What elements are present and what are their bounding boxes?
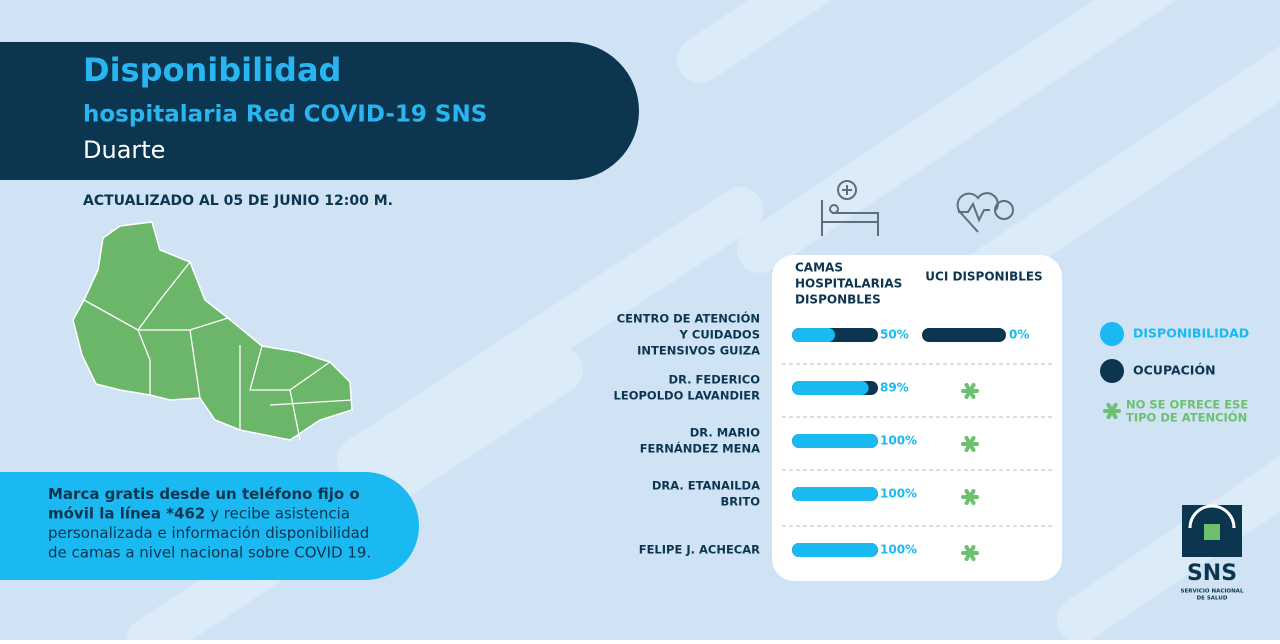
info-line: móvil la línea *462 y recibe asistencia [48,504,350,522]
bar-label: 89% [880,381,909,395]
bar [792,381,869,395]
hospital-name: Y CUIDADOS [679,328,760,342]
header-band [0,42,639,180]
hospital-name: CENTRO DE ATENCIÓN [617,311,760,326]
bar-track [922,328,1006,342]
logo: SNS SERVICIO NACIONAL DE SALUD [1181,504,1244,602]
bar [792,487,878,501]
not-offered-icon [964,544,976,562]
bar-label: 100% [880,487,917,501]
title: Disponibilidad [83,51,341,89]
info-segment: móvil la línea *462 [48,504,205,522]
not-offered-icon [964,435,976,453]
column-header: CAMAS [795,261,843,275]
bed-icon [821,180,879,236]
hospital-name: FELIPE J. ACHECAR [639,543,760,557]
hospital-name: DR. MARIO [690,426,760,440]
hospital-name: DRA. ETANAILDA [652,479,760,493]
column-header: HOSPITALARIAS [795,277,902,291]
not-offered-icon [1106,402,1118,420]
info-line: Marca gratis desde un teléfono fijo o [48,485,360,503]
info-line: de camas a nivel nacional sobre COVID 19… [48,543,371,561]
info-segment: de camas a nivel nacional sobre COVID 19… [48,543,371,561]
table: CAMAS HOSPITALARIAS DISPONBLES UCI DISPONIB… [614,261,1052,562]
bar-label: 100% [880,543,917,557]
logo-sub: DE SALUD [1197,596,1228,602]
hospital-name: LEOPOLDO LAVANDIER [614,389,761,403]
map [72,221,353,441]
column-header: UCI DISPONIBLES [925,270,1042,284]
legend-label: TIPO DE ATENCIÓN [1126,410,1247,425]
bar-label: 0% [1009,328,1029,342]
heart-icon [956,192,1014,233]
legend-label: DISPONIBILIDAD [1133,326,1249,341]
bar [792,543,878,557]
updated: ACTUALIZADO AL 05 DE JUNIO 12:00 M. [83,193,393,209]
bar [792,328,835,342]
info-segment: Marca gratis desde un teléfono fijo o [48,485,360,503]
bar-label: 100% [880,434,917,448]
legend-label: NO SE OFRECE ESE [1126,398,1248,412]
subtitle: hospitalaria Red COVID-19 SNS [83,102,487,128]
legend: DISPONIBILIDAD OCUPACIÓN NO SE OFRECE ESET… [1100,322,1249,425]
logo-name: SNS [1187,561,1237,586]
region: Duarte [83,136,165,164]
hospital-name: INTENSIVOS GUIZA [637,344,760,358]
info-text: Marca gratis desde un teléfono fijo omóv… [48,485,371,562]
legend-label: OCUPACIÓN [1133,363,1216,378]
not-offered-icon [964,382,976,400]
not-offered-icon [964,488,976,506]
info-segment: y recibe asistencia [205,504,350,522]
bar-label: 50% [880,328,909,342]
info-line: personalizada e información disponibilid… [48,524,369,542]
hospital-name: BRITO [720,495,760,509]
column-header: DISPONBLES [795,293,881,307]
hospital-name: FERNÁNDEZ MENA [640,441,760,456]
hospital-name: DR. FEDERICO [669,373,761,387]
info-band [0,472,419,580]
map-borders [83,261,353,441]
info-segment: personalizada e información disponibilid… [48,524,369,542]
logo-sub: SERVICIO NACIONAL [1181,589,1244,595]
bar [792,434,878,448]
legend-swatch [1100,359,1124,383]
legend-swatch [1100,322,1124,346]
